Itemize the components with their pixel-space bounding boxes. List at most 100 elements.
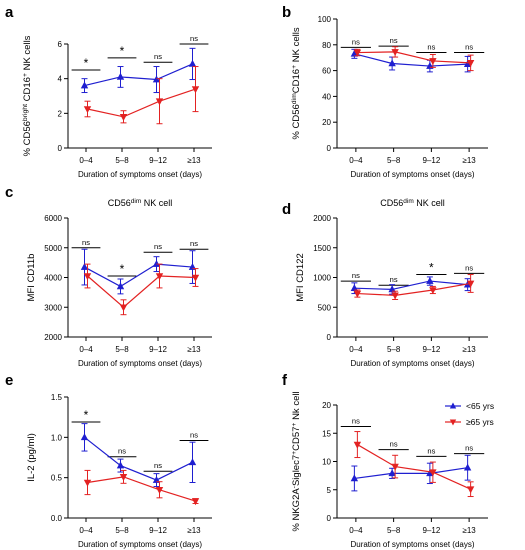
label-text: CD56 (380, 198, 403, 208)
data-point (391, 292, 399, 300)
significance-label: * (120, 262, 125, 276)
label-text: NK cells (22, 35, 33, 73)
data-point (353, 441, 362, 449)
data-point (83, 479, 92, 487)
y-tick-label: 60 (322, 67, 331, 76)
data-point (466, 486, 475, 494)
label-text: NK cells (291, 27, 302, 65)
data-point (353, 49, 362, 57)
data-point (350, 284, 359, 292)
significance-label: ns (118, 447, 126, 456)
superscript-text: dim (291, 93, 298, 104)
y-tick-label: 80 (322, 41, 331, 50)
y-axis-label: % NKG2A-Siglec7+CD57+ Nk cell (291, 391, 303, 531)
y-tick-label: 5000 (44, 244, 62, 253)
y-tick-label: 1000 (313, 274, 331, 283)
x-axis-label: Duration of symptoms onset (days) (78, 170, 202, 179)
data-point (191, 274, 200, 282)
label-text: IL-2 (pg/ml) (26, 433, 37, 482)
panel-letter: e (5, 372, 13, 389)
x-tick-label: ≥13 (187, 345, 201, 354)
y-axis-label: IL-2 (pg/ml) (26, 433, 37, 482)
y-tick-label: 0 (327, 144, 332, 153)
x-axis-label: Duration of symptoms onset (days) (350, 540, 474, 549)
y-tick-label: 15 (322, 429, 331, 438)
data-point (391, 49, 399, 57)
x-tick-label: 5–8 (115, 156, 129, 165)
panel-e: e 0.0 0.5 1.0 1.5 0–4 5–8 9–12 ≥13 Duration of sy… (5, 372, 212, 549)
x-tick-label: ≥13 (462, 345, 476, 354)
significance-label: ns (190, 34, 198, 43)
x-tick-label: 5–8 (387, 345, 401, 354)
label-text: MFI CD11b (26, 254, 37, 302)
series-line (87, 275, 196, 309)
y-tick-label: 500 (318, 303, 332, 312)
y-axis-label: % CD56bright CD16+ NK cells (22, 35, 34, 156)
label-text: CD16 (22, 77, 33, 104)
y-tick-label: 0 (327, 333, 332, 342)
significance-label: ns (390, 275, 398, 284)
panel-c: c CD56dim NK cell 2000 3000 4000 5000 6000 0–4 5… (5, 184, 212, 368)
y-tick-label: 4000 (44, 274, 62, 283)
data-point (350, 474, 359, 482)
x-axis-label: Duration of symptoms onset (days) (350, 359, 474, 368)
legend-marker (449, 402, 457, 409)
x-tick-label: 9–12 (149, 156, 167, 165)
significance-label: ns (427, 446, 435, 455)
significance-label: ns (154, 52, 162, 61)
x-tick-label: 5–8 (387, 526, 401, 535)
data-point (388, 59, 396, 67)
x-tick-label: ≥13 (187, 156, 201, 165)
significance-label: ns (465, 263, 473, 272)
superscript-text: + (22, 73, 29, 77)
series-line (357, 51, 471, 64)
significance-label: ns (427, 43, 435, 52)
series-line (87, 476, 196, 502)
y-tick-label: 0.0 (51, 514, 63, 523)
x-tick-label: 9–12 (422, 156, 440, 165)
x-tick-label: ≥13 (187, 526, 201, 535)
x-tick-label: 9–12 (422, 526, 440, 535)
panel-b: b 0 20 40 60 80 100 0–4 5–8 9–12 ≥13 Duration of sy… (282, 4, 488, 179)
significance-label: ns (154, 461, 162, 470)
x-tick-label: 0–4 (349, 345, 363, 354)
panel-title: CD56dim NK cell (380, 198, 444, 209)
significance-label: ns (190, 431, 198, 440)
x-tick-label: 0–4 (79, 526, 93, 535)
significance-label: ns (390, 36, 398, 45)
series-line (357, 282, 471, 296)
superscript-text: dim (403, 198, 413, 205)
data-point (80, 433, 89, 441)
data-point (188, 59, 197, 67)
label-text: NK cell (141, 198, 172, 208)
data-point (429, 469, 437, 477)
legend-label: <65 yrs (466, 401, 494, 411)
data-point (116, 461, 125, 469)
x-tick-label: 9–12 (149, 345, 167, 354)
significance-label: ns (390, 440, 398, 449)
label-text: % NKG2A (291, 488, 302, 532)
significance-label: * (120, 44, 125, 58)
y-axis-label: MFI CD122 (295, 253, 306, 302)
label-text: % CD56 (291, 104, 302, 139)
y-tick-label: 5 (327, 486, 332, 495)
significance-label: * (429, 261, 434, 275)
series-line (84, 63, 193, 87)
significance-label: ns (352, 271, 360, 280)
label-text: NK cell (414, 198, 445, 208)
series-line (354, 467, 468, 480)
data-point (155, 98, 164, 106)
series-line (87, 88, 196, 118)
label-text: CD16 (291, 69, 302, 93)
series-line (354, 53, 468, 67)
data-point (80, 262, 89, 270)
label-text: % CD56 (22, 121, 33, 156)
panel-a: a 0 2 4 6 0–4 5–8 9–12 ≥13 Duration of symptoms o… (5, 4, 212, 179)
data-point (155, 273, 164, 281)
superscript-text: + (291, 65, 298, 69)
data-point (391, 463, 399, 471)
y-tick-label: 2000 (44, 333, 62, 342)
series-line (84, 263, 193, 288)
label-text: Siglec7 (291, 455, 302, 486)
data-point (191, 498, 200, 506)
